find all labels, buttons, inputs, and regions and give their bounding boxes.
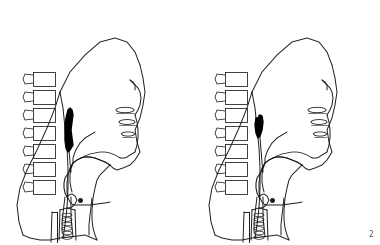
Polygon shape	[65, 108, 73, 152]
Polygon shape	[255, 115, 263, 138]
Text: 2: 2	[368, 230, 373, 239]
